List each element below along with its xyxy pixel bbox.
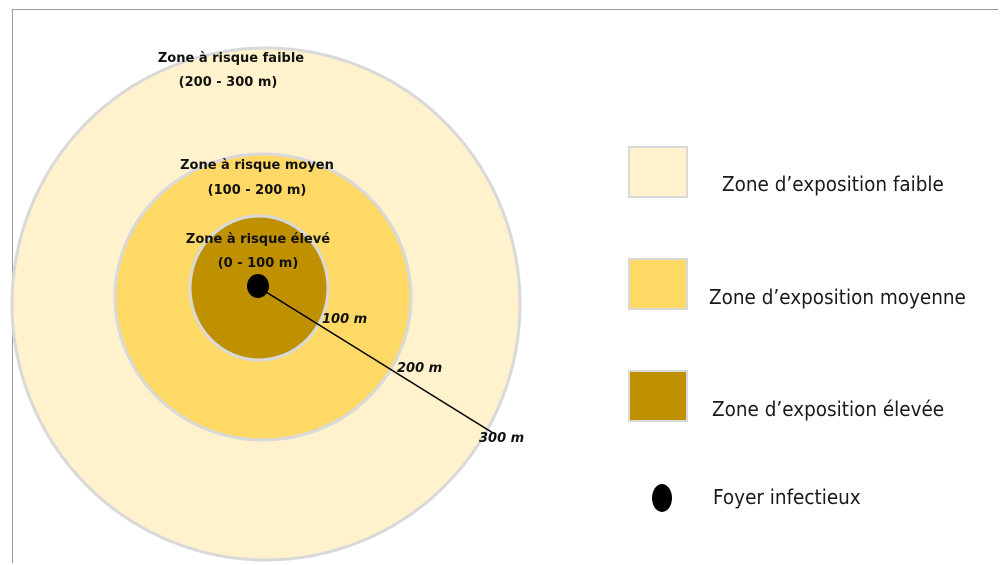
- zone-faible-label: Zone à risque faible: [158, 51, 304, 66]
- zone-moyen-range: (100 - 200 m): [208, 183, 307, 198]
- foyer-infectieux-dot: [247, 274, 269, 298]
- legend-swatch-elevee: [628, 370, 688, 422]
- legend-label-foyer: Foyer infectieux: [713, 485, 861, 509]
- radius-line: [257, 286, 494, 434]
- legend-foyer-dot: [652, 484, 672, 512]
- legend-swatch-moyenne: [628, 258, 688, 310]
- legend-label-faible: Zone d’exposition faible: [722, 172, 944, 196]
- zone-eleve-label: Zone à risque élevé: [186, 232, 330, 247]
- legend-label-elevee: Zone d’exposition élevée: [712, 397, 945, 421]
- legend-swatch-faible: [628, 146, 688, 198]
- zone-faible-range: (200 - 300 m): [179, 75, 278, 90]
- zone-moyen-label: Zone à risque moyen: [180, 158, 334, 173]
- radius-label-100: 100 m: [322, 312, 367, 327]
- legend-label-moyenne: Zone d’exposition moyenne: [709, 285, 966, 309]
- zone-eleve-range: (0 - 100 m): [218, 256, 299, 271]
- radius-label-200: 200 m: [397, 361, 442, 376]
- radius-label-300: 300 m: [479, 431, 524, 446]
